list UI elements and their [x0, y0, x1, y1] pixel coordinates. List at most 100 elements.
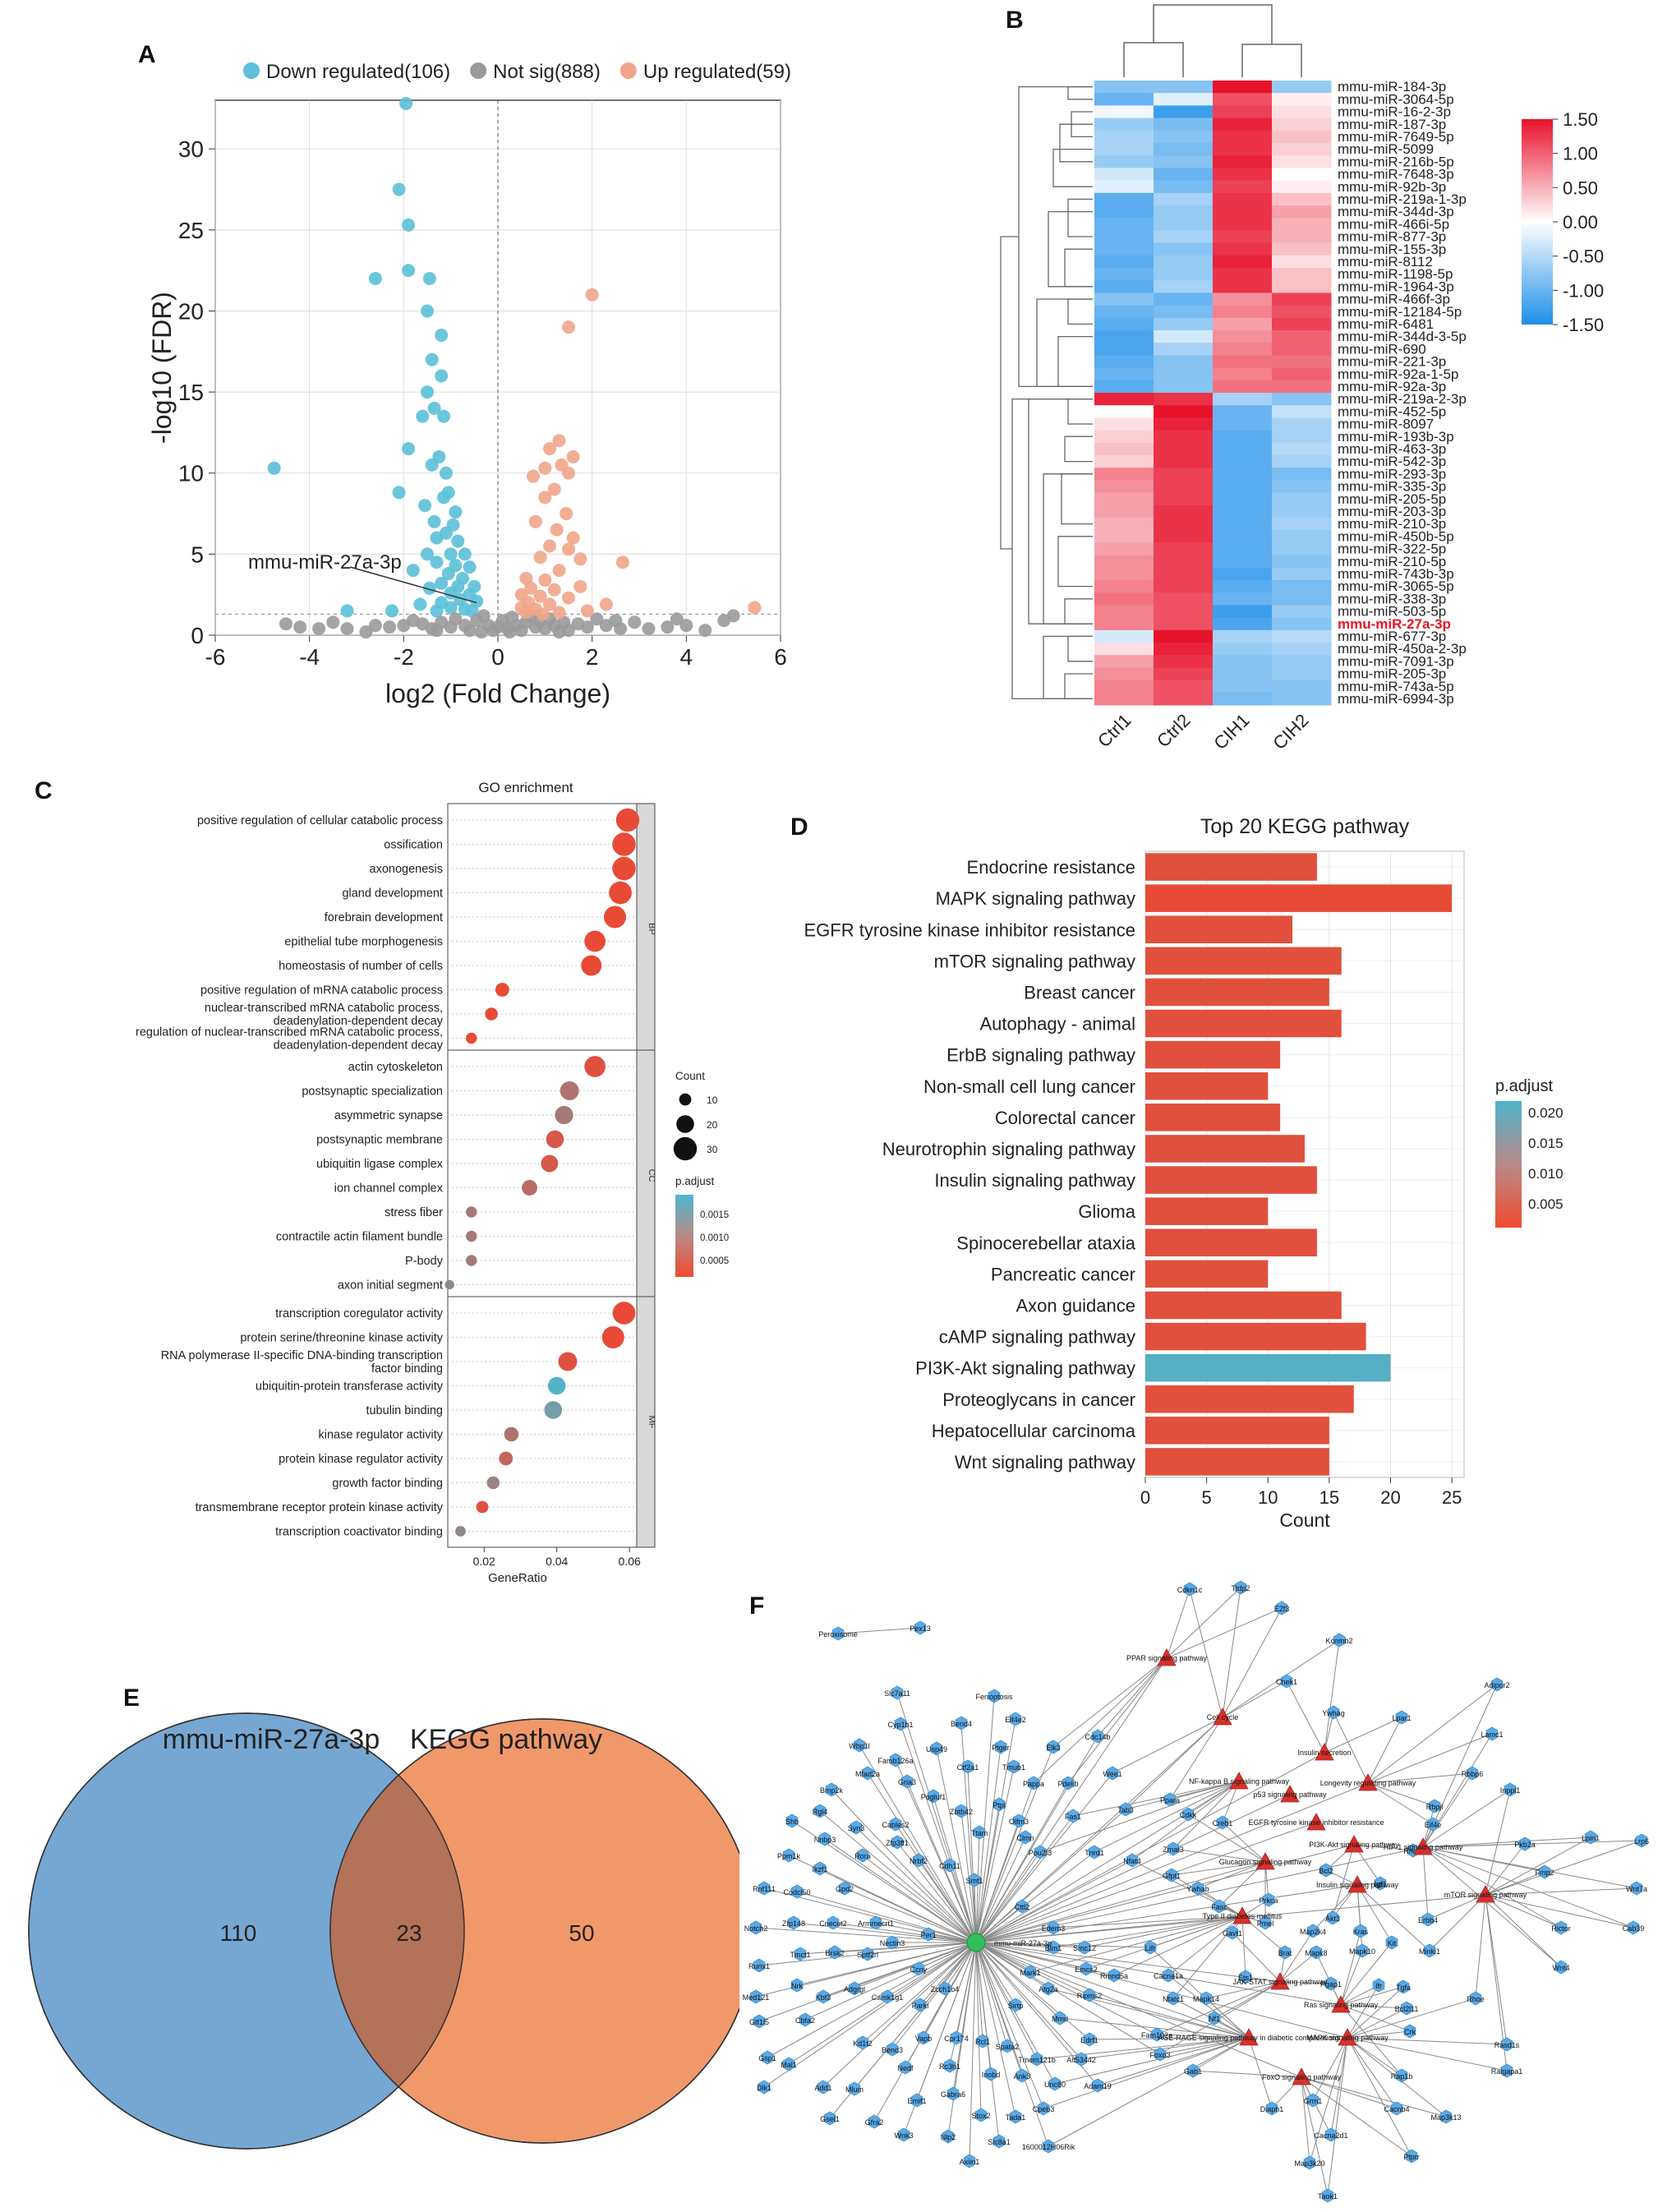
gene-node: [861, 1947, 874, 1961]
data-point: [416, 409, 430, 423]
gene-node: [799, 2012, 812, 2027]
heatmap-cell: [1154, 617, 1214, 631]
category-label: Non-small cell lung cancer: [923, 1076, 1135, 1097]
gene-node: [930, 1741, 943, 1756]
gene-label: Ppm1k: [777, 1852, 801, 1860]
gene-label: Gfra2: [865, 2118, 884, 2127]
gene-label: Cbfa2: [795, 2016, 815, 2025]
row-label: mmu-miR-335-3p: [1338, 479, 1446, 495]
edge: [1324, 1639, 1340, 1753]
data-point: [642, 622, 656, 636]
row-label: mmu-miR-293-3p: [1338, 466, 1446, 482]
heatmap-cell: [1154, 293, 1214, 306]
data-point: [628, 615, 642, 629]
data-point: [340, 604, 354, 618]
row-label: mmu-miR-216b-5p: [1338, 154, 1454, 169]
gene-node: [899, 2060, 912, 2075]
edge: [1248, 2037, 1273, 2109]
data-point: [312, 622, 326, 636]
gene-label: Rhoe: [1467, 1995, 1485, 2003]
row-dendrogram-branch: [1064, 248, 1093, 288]
heatmap-cell: [1094, 480, 1154, 494]
edge: [763, 1887, 977, 1943]
edge: [975, 1657, 1168, 1943]
edge: [1048, 2037, 1250, 2147]
heatmap-cell: [1094, 667, 1154, 681]
edge: [819, 1810, 977, 1943]
gene-label: Zfp148: [782, 1919, 805, 1928]
gene-node: [1226, 1925, 1239, 1940]
heatmap-cell: [1094, 268, 1154, 281]
gene-node: [818, 1832, 831, 1846]
gene-node: [974, 2108, 988, 2122]
gene-node: [914, 1998, 927, 2012]
edge: [975, 1942, 1008, 2047]
term-label: growth factor binding: [332, 1477, 443, 1491]
gene-label: Olfm3: [1009, 1818, 1029, 1826]
edge: [1340, 1942, 1393, 2006]
gene-node: [1091, 2078, 1104, 2093]
heatmap-cell: [1154, 317, 1214, 331]
heatmap-cell: [1272, 230, 1332, 244]
gene-label: Ywhag: [1322, 1709, 1345, 1717]
gene-label: Rictor: [1551, 1924, 1571, 1933]
data-point: [437, 491, 451, 505]
data-point: [406, 564, 420, 578]
gene-node: [881, 1989, 894, 2004]
data-point: [474, 625, 488, 639]
venn-right-count: 50: [569, 1920, 594, 1946]
data-point: [444, 547, 458, 561]
edge: [975, 1832, 980, 1943]
edge: [975, 1851, 1041, 1943]
heatmap-cell: [1094, 155, 1154, 168]
term-label: stress fiber: [385, 1206, 443, 1219]
term-label: transcription coregulator activity: [275, 1307, 444, 1320]
gene-node: [938, 1981, 951, 1996]
x-tick-label: 0: [1140, 1487, 1150, 1508]
pathway-node: [1315, 1743, 1334, 1761]
edge: [1340, 1984, 1379, 2006]
edge: [1089, 2037, 1250, 2040]
edge: [975, 1861, 1266, 1943]
edge: [975, 1884, 1358, 1943]
heatmap-cell: [1094, 692, 1154, 706]
row-label: mmu-miR-219a-2-3p: [1338, 391, 1467, 407]
pathway-label: Ras signaling pathway: [1304, 2001, 1379, 2009]
edge: [1340, 2004, 1407, 2009]
edge: [1422, 1846, 1634, 1929]
gene-node: [1034, 1845, 1047, 1859]
gene-label: Ywhab: [1186, 1885, 1209, 1893]
heatmap-cell: [1272, 655, 1332, 668]
row-label: mmu-miR-7649-5p: [1338, 129, 1454, 145]
row-label: mmu-miR-205-3p: [1338, 666, 1446, 682]
gene-node: [927, 1789, 940, 1804]
data-point: [590, 612, 604, 626]
row-label: mmu-miR-219a-1-3p: [1338, 191, 1467, 207]
term-dot: [603, 906, 626, 929]
heatmap-cell: [1094, 455, 1154, 468]
edge: [1475, 1894, 1486, 1999]
gene-node: [782, 2057, 795, 2071]
gene-label: Sirtp: [1008, 2002, 1024, 2010]
colorbar-tick-label: 0.50: [1563, 177, 1598, 198]
category-label: mTOR signaling pathway: [934, 951, 1135, 971]
row-label: mmu-miR-338-3p: [1338, 591, 1446, 606]
pathway-label: Longevity regulating pathway: [1320, 1779, 1416, 1787]
heatmap-cell: [1272, 468, 1332, 481]
gene-label: Cacna2d1: [1314, 2131, 1347, 2140]
heatmap-cell: [1213, 405, 1273, 418]
gene-node: [1395, 2068, 1408, 2083]
edge: [975, 1822, 1317, 1943]
legend-label: Up regulated(59): [643, 61, 791, 83]
colorbar-tick-label: -0.50: [1563, 247, 1604, 267]
heatmap-cell: [1154, 643, 1214, 656]
data-point: [519, 606, 533, 620]
gene-node: [1083, 2032, 1096, 2047]
edge: [1222, 1607, 1283, 1718]
venn-diagram: mmu-miR-27a-3p KEGG pathway 110 23 50: [28, 1712, 739, 2150]
heatmap-cell: [1213, 218, 1273, 231]
gene-node: [891, 1685, 904, 1700]
edge: [933, 1795, 977, 1943]
facet-strip-label: CC: [647, 1169, 656, 1182]
gene-node: [813, 1804, 827, 1818]
